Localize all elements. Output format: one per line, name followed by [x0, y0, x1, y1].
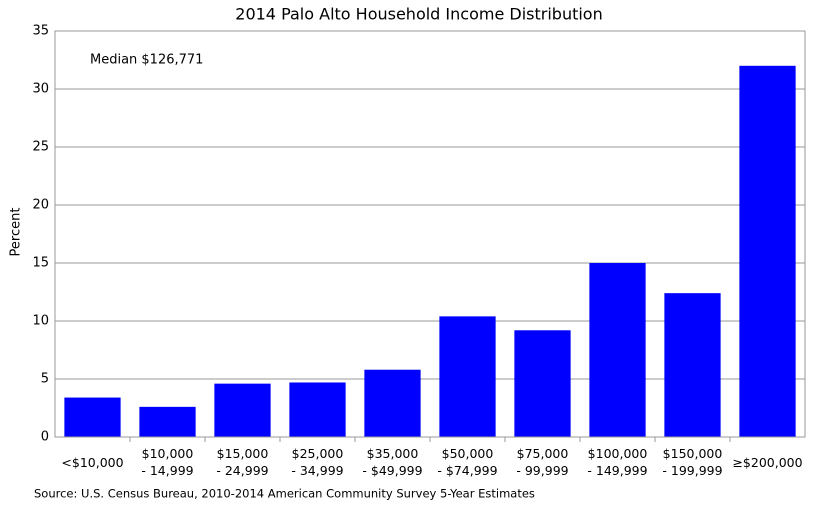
chart-title: 2014 Palo Alto Household Income Distribu… [235, 5, 602, 24]
annotation: Median $126,771 [90, 53, 203, 68]
y-axis-label: Percent [9, 208, 24, 257]
bar [589, 263, 646, 437]
x-tick-label: $15,000 - 24,999 [216, 446, 269, 478]
x-tick-label: $150,000 - 199,999 [662, 446, 723, 478]
bar [289, 382, 346, 437]
x-tick-label: ≥$200,000 [732, 455, 803, 470]
bar [439, 316, 496, 437]
x-tick-label: $100,000 - 149,999 [587, 446, 648, 478]
x-tick-label: $35,000 - $49,999 [362, 446, 423, 478]
y-tick-label: 0 [41, 430, 49, 445]
y-tick-label: 20 [32, 198, 49, 213]
bar [64, 397, 121, 437]
x-tick-label: $10,000 - 14,999 [141, 446, 194, 478]
x-tick-label: $75,000 - 99,999 [516, 446, 569, 478]
bar [214, 383, 271, 437]
bar [364, 369, 421, 437]
bar [664, 293, 721, 437]
source: Source: U.S. Census Bureau, 2010-2014 Am… [34, 487, 535, 501]
y-tick-label: 30 [32, 82, 49, 97]
x-tick-label: <$10,000 [61, 455, 124, 470]
y-tick-label: 35 [32, 24, 49, 39]
y-tick-label: 25 [32, 140, 49, 155]
x-tick-label: $25,000 - 34,999 [291, 446, 344, 478]
y-tick-label: 5 [41, 372, 49, 387]
bar [139, 406, 196, 437]
y-tick-label: 10 [32, 314, 49, 329]
plot-frame [54, 30, 806, 438]
y-tick-label: 15 [32, 256, 49, 271]
bar [514, 330, 571, 437]
x-tick-label: $50,000 - $74,999 [437, 446, 498, 478]
bar [739, 65, 796, 438]
